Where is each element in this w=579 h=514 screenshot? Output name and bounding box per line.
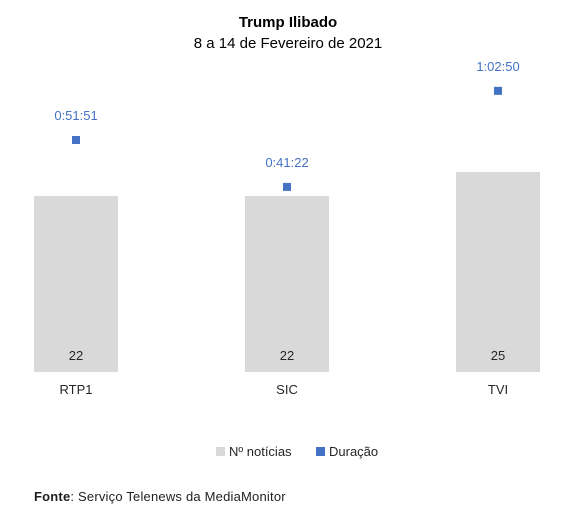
x-tick-tvi: TVI — [488, 382, 508, 397]
source-label: Fonte — [34, 489, 70, 504]
x-tick-sic: SIC — [276, 382, 298, 397]
duration-label-rtp1: 0:51:51 — [54, 108, 97, 123]
bar-tvi — [456, 172, 540, 372]
x-tick-rtp1: RTP1 — [60, 382, 93, 397]
duration-label-sic: 0:41:22 — [265, 155, 308, 170]
bar-sic — [245, 196, 329, 372]
legend-swatch-noticias — [216, 447, 225, 456]
source-note: Fonte: Serviço Telenews da MediaMonitor — [34, 489, 286, 504]
legend-label-duracao: Duração — [329, 444, 378, 459]
legend-label-noticias: Nº notícias — [229, 444, 292, 459]
chart-subtitle: 8 a 14 de Fevereiro de 2021 — [194, 35, 382, 52]
chart-title: Trump Ilibado — [239, 14, 337, 31]
legend-swatch-duracao — [316, 447, 325, 456]
duration-marker-tvi — [494, 87, 502, 95]
duration-marker-sic — [283, 183, 291, 191]
duration-label-tvi: 1:02:50 — [476, 59, 519, 74]
count-label-rtp1: 22 — [69, 348, 83, 363]
source-text: : Serviço Telenews da MediaMonitor — [70, 489, 285, 504]
chart-svg: Trump Ilibado 8 a 14 de Fevereiro de 202… — [0, 0, 579, 480]
plot-area: 22 0:51:51 RTP1 22 0:41:22 SIC 25 1:02:50 TVI — [34, 59, 540, 397]
count-label-sic: 22 — [280, 348, 294, 363]
bar-rtp1 — [34, 196, 118, 372]
chart-legend: Nº notícias Duração — [216, 444, 378, 459]
count-label-tvi: 25 — [491, 348, 505, 363]
duration-marker-rtp1 — [72, 136, 80, 144]
